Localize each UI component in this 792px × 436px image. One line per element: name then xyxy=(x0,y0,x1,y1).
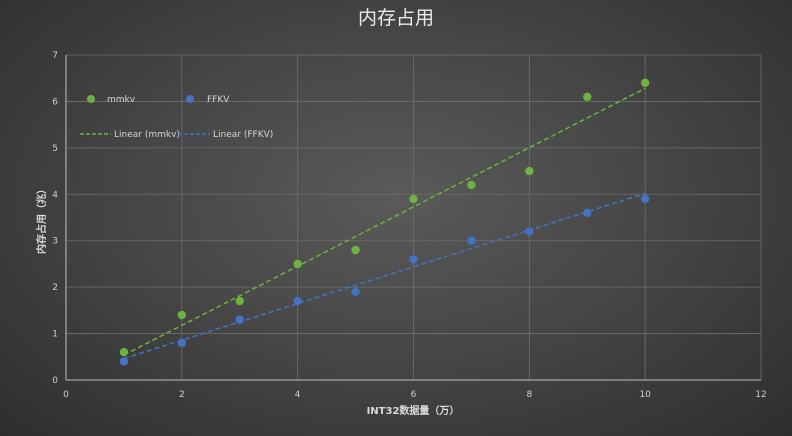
legend-trend-label-mmkv: Linear (mmkv) xyxy=(114,130,180,140)
x-axis-label: INT32数据量（万） xyxy=(367,404,460,417)
y-tick-label: 4 xyxy=(52,190,58,200)
legend-label-ffkv: FFKV xyxy=(207,95,230,105)
chart-title: 内存占用 xyxy=(358,7,434,29)
data-point-ffkv xyxy=(119,357,129,366)
data-point-ffkv xyxy=(640,194,650,204)
trendline-mmkv xyxy=(123,87,646,356)
data-point-mmkv xyxy=(583,92,592,101)
x-tick-label: 2 xyxy=(179,390,185,400)
x-tick-label: 4 xyxy=(295,390,301,400)
data-point-ffkv xyxy=(177,338,187,348)
y-tick-label: 6 xyxy=(52,97,58,107)
y-tick-label: 3 xyxy=(52,237,58,247)
data-point-ffkv xyxy=(409,255,418,264)
data-point-mmkv xyxy=(525,166,534,176)
data-point-mmkv xyxy=(409,194,418,204)
gridlines xyxy=(66,54,762,380)
legend-marker-ffkv xyxy=(186,95,194,103)
trendline-ffkv xyxy=(123,192,646,360)
legend-label-mmkv: mmkv xyxy=(107,95,136,105)
legend-marker-mmkv xyxy=(87,95,95,103)
data-point-mmkv xyxy=(640,78,650,88)
x-tick-label: 12 xyxy=(755,390,766,400)
data-points xyxy=(119,78,650,366)
data-point-mmkv xyxy=(177,310,187,320)
y-tick-label: 0 xyxy=(52,376,58,386)
y-tick-label: 5 xyxy=(52,144,58,154)
data-point-ffkv xyxy=(583,208,592,218)
x-tick-label: 10 xyxy=(639,390,651,400)
legend-trend-label-ffkv: Linear (FFKV) xyxy=(213,130,273,140)
data-point-mmkv xyxy=(351,245,360,255)
y-tick-label: 7 xyxy=(52,51,58,61)
data-point-ffkv xyxy=(525,227,534,236)
data-point-mmkv xyxy=(235,296,244,306)
x-tick-label: 6 xyxy=(411,390,417,400)
trendlines xyxy=(123,87,646,360)
legend: mmkv FFKV Linear (mmkv) Linear (FFKV) xyxy=(80,95,273,140)
x-tick-label: 8 xyxy=(526,390,532,400)
y-tick-label: 1 xyxy=(52,330,58,340)
data-point-ffkv xyxy=(235,315,244,324)
data-point-ffkv xyxy=(293,296,302,306)
data-point-ffkv xyxy=(351,287,360,296)
y-tick-label: 2 xyxy=(52,283,58,293)
data-point-mmkv xyxy=(119,347,129,357)
data-point-mmkv xyxy=(467,180,476,190)
y-axis-label: 内存占用（兆） xyxy=(35,184,48,254)
x-tick-label: 0 xyxy=(63,390,69,400)
data-point-mmkv xyxy=(293,259,302,269)
data-point-ffkv xyxy=(467,236,476,245)
